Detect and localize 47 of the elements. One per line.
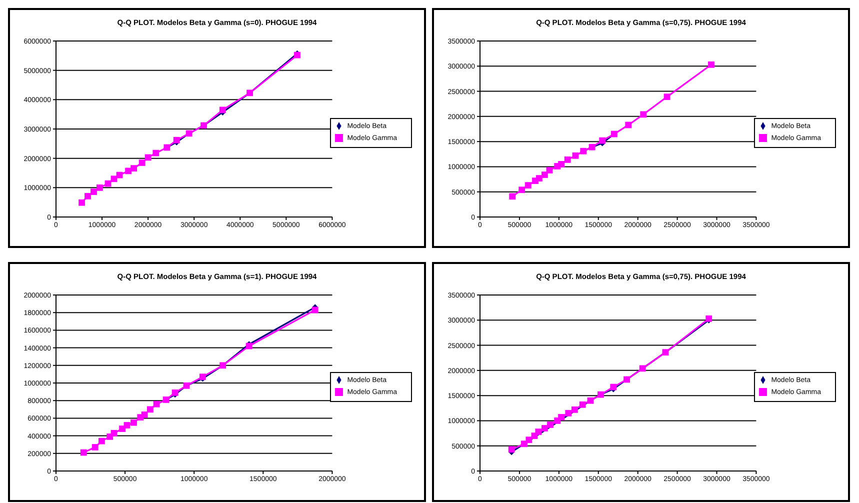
point (104, 180, 112, 187)
point (84, 192, 91, 200)
point (546, 167, 553, 174)
point (219, 106, 226, 114)
point (558, 161, 564, 168)
point (526, 436, 532, 444)
point (599, 137, 606, 144)
point (664, 94, 670, 100)
point (312, 306, 318, 314)
point (508, 446, 515, 453)
point (110, 430, 118, 436)
point (579, 401, 586, 408)
point (524, 182, 532, 189)
point (509, 193, 516, 200)
point (124, 422, 130, 428)
point (146, 406, 154, 413)
point (144, 154, 152, 161)
point (542, 425, 548, 432)
point (558, 414, 564, 420)
point (116, 172, 123, 178)
point (547, 422, 554, 428)
point (80, 449, 87, 456)
point (518, 186, 526, 194)
point (98, 438, 105, 444)
point (565, 410, 572, 416)
point (542, 172, 548, 178)
point (535, 428, 542, 435)
point (130, 419, 137, 426)
point (90, 188, 97, 195)
point (125, 168, 132, 174)
point (141, 411, 148, 418)
point (92, 444, 98, 450)
point (640, 111, 647, 118)
point (536, 175, 542, 182)
point (130, 165, 137, 172)
point (708, 61, 714, 68)
point (564, 156, 571, 163)
point (152, 150, 160, 156)
point (96, 184, 103, 191)
point (78, 199, 85, 206)
point (173, 136, 180, 144)
point (625, 122, 632, 128)
point (138, 160, 146, 166)
point (572, 152, 579, 159)
point (153, 400, 160, 408)
point (110, 176, 118, 182)
point (572, 406, 578, 413)
